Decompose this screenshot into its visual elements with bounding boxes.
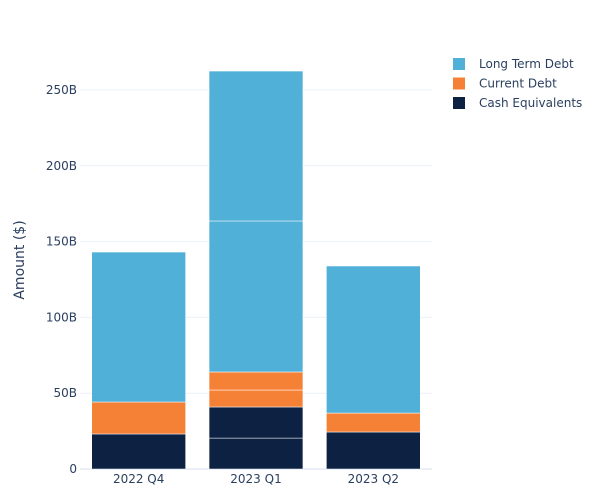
bar-segment-current-debt[interactable]	[208, 371, 304, 391]
legend-swatch[interactable]	[453, 77, 465, 90]
bar-segment-current-debt[interactable]	[208, 389, 304, 408]
y-tick-label: 0	[69, 462, 77, 476]
y-tick-label: 200B	[46, 159, 77, 173]
y-tick-label: 250B	[46, 83, 77, 97]
bar-segment-cash-equivalents[interactable]	[208, 406, 304, 439]
y-tick-label: 150B	[46, 235, 77, 249]
bar-segment-long-term-debt[interactable]	[208, 220, 304, 373]
legend-label[interactable]: Cash Equivalents	[479, 96, 582, 110]
legend-swatch[interactable]	[453, 58, 465, 70]
y-axis-label: Amount ($)	[12, 220, 28, 299]
bar-segment-current-debt[interactable]	[91, 401, 186, 435]
legend-label[interactable]: Long Term Debt	[479, 57, 574, 71]
y-tick-label: 50B	[53, 386, 77, 400]
legend-label[interactable]: Current Debt	[479, 77, 557, 91]
bar-segment-cash-equivalents[interactable]	[208, 437, 304, 470]
bar-segment-long-term-debt[interactable]	[208, 70, 304, 222]
bar-segment-current-debt[interactable]	[326, 412, 421, 433]
bar-segment-cash-equivalents[interactable]	[91, 433, 186, 470]
x-tick-label: 2022 Q4	[113, 472, 164, 486]
bar-segment-long-term-debt[interactable]	[326, 265, 421, 414]
x-tick-label: 2023 Q1	[230, 472, 281, 486]
y-tick-label: 100B	[46, 310, 77, 324]
x-tick-label: 2023 Q2	[348, 472, 399, 486]
bar-segment-cash-equivalents[interactable]	[326, 431, 421, 470]
bar-segment-long-term-debt[interactable]	[91, 251, 186, 403]
legend-swatch[interactable]	[453, 97, 465, 109]
